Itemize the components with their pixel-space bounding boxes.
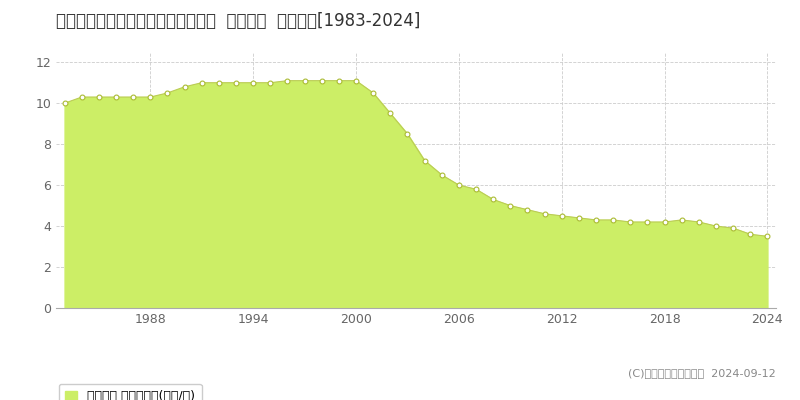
Text: (C)土地価格ドットコム  2024-09-12: (C)土地価格ドットコム 2024-09-12 [628,368,776,378]
Text: 北海道小樽市赤岩１丁目２７番２外  地価公示  地価推移[1983-2024]: 北海道小樽市赤岩１丁目２７番２外 地価公示 地価推移[1983-2024] [56,12,420,30]
Legend: 地価公示 平均坪単価(万円/坪): 地価公示 平均坪単価(万円/坪) [58,384,202,400]
